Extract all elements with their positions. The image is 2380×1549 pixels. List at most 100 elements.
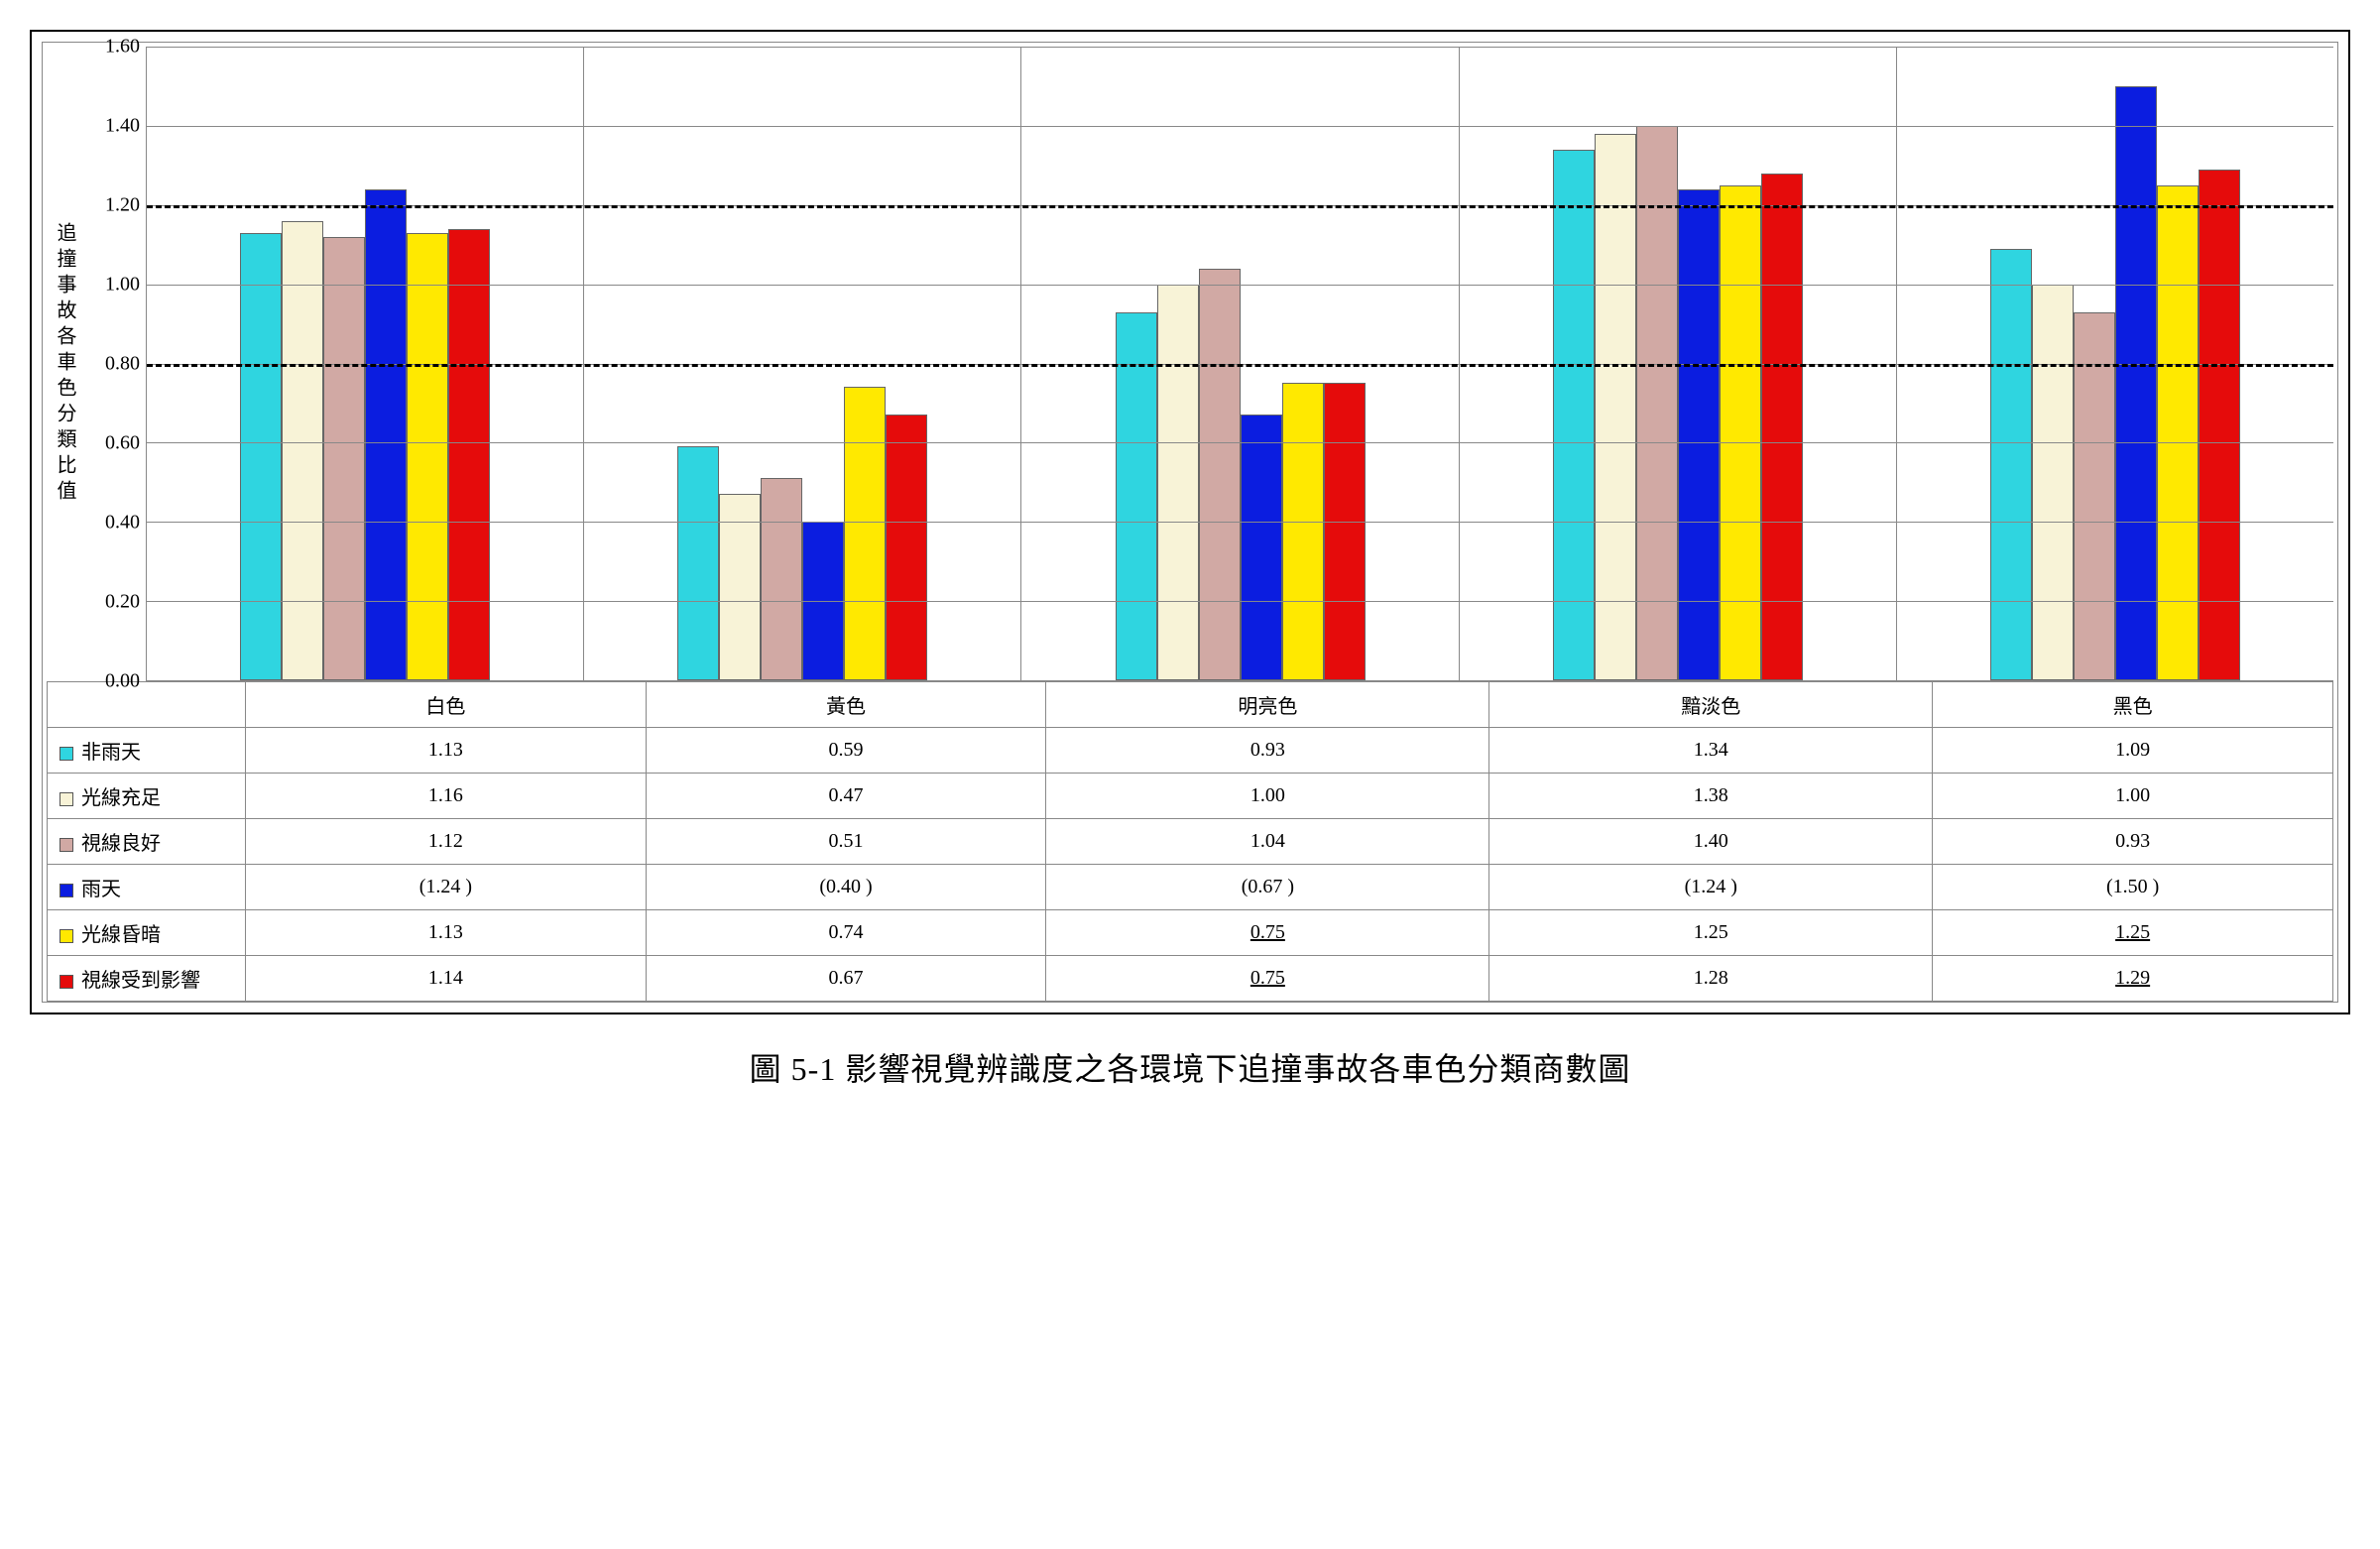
y-tick-label: 0.80: [105, 353, 140, 376]
category-header: 黃色: [646, 682, 1046, 728]
data-cell: 1.13: [246, 910, 647, 956]
chart-outer-frame: 追撞事故各車色分類比值 0.000.200.400.600.801.001.20…: [30, 30, 2350, 1014]
bar: [2074, 312, 2115, 680]
bar: [1324, 383, 1366, 680]
category-header: 黑色: [1933, 682, 2333, 728]
legend-swatch: [60, 975, 73, 989]
y-tick-label: 1.20: [105, 194, 140, 217]
legend-swatch: [60, 884, 73, 897]
y-axis-label: 追撞事故各車色分類比值: [55, 222, 74, 506]
data-cell: 1.25: [1489, 910, 1933, 956]
legend-label: 視線良好: [81, 833, 161, 855]
grid-line: [147, 285, 2333, 286]
bar: [1241, 415, 1282, 680]
category-header: 明亮色: [1046, 682, 1489, 728]
data-cell: 1.09: [1933, 728, 2333, 774]
reference-line: [147, 205, 2333, 208]
y-tick-label: 1.60: [105, 36, 140, 59]
grid-line: [147, 442, 2333, 443]
category-header: 黯淡色: [1489, 682, 1933, 728]
data-cell: 0.67: [646, 956, 1046, 1002]
table-corner-cell: [48, 682, 246, 728]
legend-cell: 雨天: [48, 865, 246, 910]
reference-line: [147, 364, 2333, 367]
data-cell: 1.34: [1489, 728, 1933, 774]
bar: [365, 189, 407, 680]
data-cell: 0.74: [646, 910, 1046, 956]
legend-swatch: [60, 929, 73, 943]
bar: [2157, 185, 2199, 680]
legend-cell: 視線受到影響: [48, 956, 246, 1002]
bar: [1720, 185, 1761, 680]
data-cell: 0.59: [646, 728, 1046, 774]
bar: [677, 446, 719, 680]
bar: [1199, 269, 1241, 680]
data-cell: 1.04: [1046, 819, 1489, 865]
data-cell: 1.38: [1489, 774, 1933, 819]
chart-inner-frame: 追撞事故各車色分類比值 0.000.200.400.600.801.001.20…: [42, 42, 2338, 1003]
bar: [1636, 126, 1678, 680]
bar: [2115, 86, 2157, 680]
grid-line: [147, 522, 2333, 523]
data-cell: 1.14: [246, 956, 647, 1002]
plot-area: 追撞事故各車色分類比值 0.000.200.400.600.801.001.20…: [47, 47, 2333, 681]
bar: [2032, 285, 2074, 680]
data-cell: 0.93: [1933, 819, 2333, 865]
legend-swatch: [60, 747, 73, 761]
data-cell: (0.40 ): [646, 865, 1046, 910]
legend-swatch: [60, 838, 73, 852]
data-cell: 1.12: [246, 819, 647, 865]
grid-line: [147, 47, 2333, 48]
y-tick-label: 0.00: [105, 670, 140, 693]
grid-line: [147, 601, 2333, 602]
legend-cell: 非雨天: [48, 728, 246, 774]
y-axis-ticks: 0.000.200.400.600.801.001.201.401.60: [82, 47, 146, 681]
legend-label: 雨天: [81, 879, 121, 900]
data-cell: 0.75: [1046, 910, 1489, 956]
legend-label: 光線昏暗: [81, 924, 161, 946]
y-tick-label: 0.60: [105, 432, 140, 455]
data-cell: 1.28: [1489, 956, 1933, 1002]
data-cell: (1.24 ): [246, 865, 647, 910]
bar: [2199, 170, 2240, 680]
bar: [844, 387, 886, 680]
data-cell: 1.40: [1489, 819, 1933, 865]
y-tick-label: 1.00: [105, 274, 140, 297]
bar: [1678, 189, 1720, 680]
bar: [1282, 383, 1324, 680]
data-cell: 1.29: [1933, 956, 2333, 1002]
legend-cell: 視線良好: [48, 819, 246, 865]
chart-plot: [146, 47, 2333, 681]
data-cell: 1.25: [1933, 910, 2333, 956]
legend-label: 視線受到影響: [81, 970, 200, 992]
figure-caption: 圖 5-1 影響視覺辨識度之各環境下追撞事故各車色分類商數圖: [30, 1044, 2350, 1090]
legend-swatch: [60, 792, 73, 806]
data-cell: 0.75: [1046, 956, 1489, 1002]
bar: [282, 221, 323, 680]
legend-label: 非雨天: [81, 742, 141, 764]
bar: [761, 478, 802, 680]
data-cell: (0.67 ): [1046, 865, 1489, 910]
bar: [448, 229, 490, 680]
bar: [1595, 134, 1636, 680]
y-axis-label-container: 追撞事故各車色分類比值: [47, 47, 82, 681]
data-cell: 1.00: [1046, 774, 1489, 819]
data-cell: (1.50 ): [1933, 865, 2333, 910]
bar: [240, 233, 282, 680]
grid-line: [147, 126, 2333, 127]
data-cell: 1.00: [1933, 774, 2333, 819]
bar: [407, 233, 448, 680]
bar: [1761, 174, 1803, 680]
data-cell: 0.93: [1046, 728, 1489, 774]
category-header: 白色: [246, 682, 647, 728]
bar: [1116, 312, 1157, 680]
data-table: 白色黃色明亮色黯淡色黑色非雨天1.130.590.931.341.09光線充足1…: [47, 681, 2333, 1002]
data-cell: 1.16: [246, 774, 647, 819]
bar: [323, 237, 365, 680]
y-tick-label: 1.40: [105, 115, 140, 138]
y-tick-label: 0.40: [105, 512, 140, 535]
data-cell: 1.13: [246, 728, 647, 774]
data-cell: 0.51: [646, 819, 1046, 865]
bar: [886, 415, 927, 680]
bar: [1990, 249, 2032, 680]
